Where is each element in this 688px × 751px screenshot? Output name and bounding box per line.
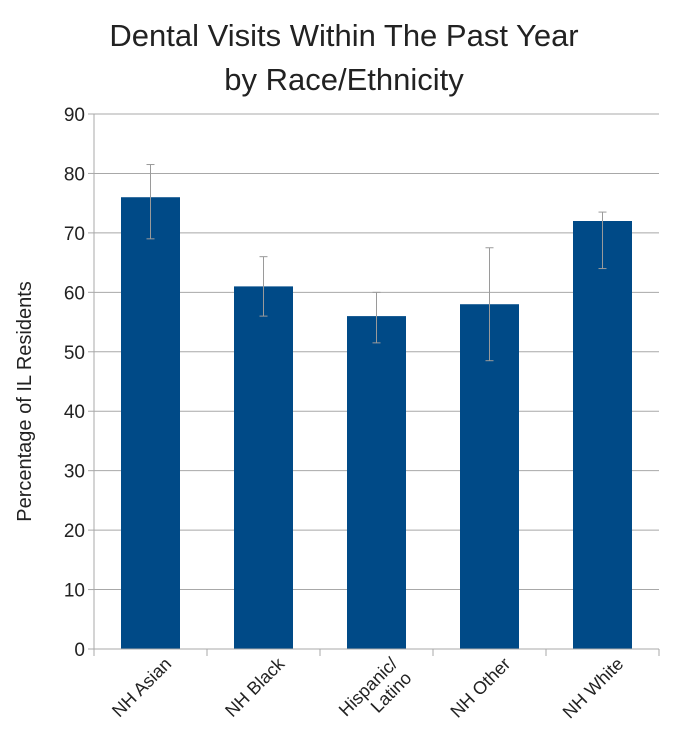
chart-title: Dental Visits Within The Past Year by Ra… xyxy=(0,14,688,102)
bar-layer xyxy=(121,164,632,649)
bar xyxy=(234,286,293,649)
x-tick-label: NH Black xyxy=(221,653,289,721)
y-tick-label: 90 xyxy=(64,105,85,126)
chart-title-line-2: by Race/Ethnicity xyxy=(224,62,464,97)
x-tick-label: NH Asian xyxy=(108,654,175,721)
y-tick-label: 40 xyxy=(64,402,85,423)
x-tick-label: NH Other xyxy=(446,654,514,722)
y-tick-label: 10 xyxy=(64,581,85,602)
bar xyxy=(121,197,180,649)
y-tick-label: 0 xyxy=(74,640,85,661)
x-tick-label-group: NH Black xyxy=(221,653,289,721)
y-tick-label: 70 xyxy=(64,224,85,245)
bar xyxy=(573,221,632,649)
bar xyxy=(460,304,519,649)
y-axis-label: Percentage of IL Residents xyxy=(14,281,36,522)
x-tick-label-group: NH Other xyxy=(446,654,514,722)
y-tick-label: 20 xyxy=(64,521,85,542)
bar xyxy=(347,316,406,649)
y-tick-label: 30 xyxy=(64,462,85,483)
y-tick-label: 50 xyxy=(64,343,85,364)
chart-title-line-1: Dental Visits Within The Past Year xyxy=(109,18,579,53)
y-tick-label: 80 xyxy=(64,164,85,185)
x-tick-label-group: NH White xyxy=(559,654,628,723)
x-tick-label-group: Hispanic/Latino xyxy=(335,654,416,720)
x-tick-label: NH White xyxy=(559,654,628,723)
x-tick-label-group: NH Asian xyxy=(108,654,175,721)
axis-layer xyxy=(88,113,660,656)
y-tick-label: 60 xyxy=(64,283,85,304)
label-layer: 0 10 20 30 40 50 60 70 80 90 NH Asian NH Black Hispa… xyxy=(14,105,628,723)
